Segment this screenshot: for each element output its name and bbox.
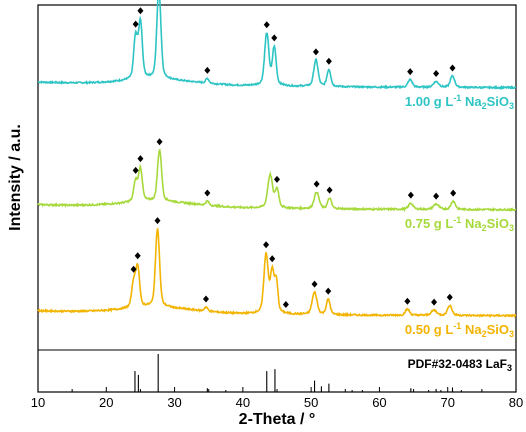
phase-marker-diamond	[271, 34, 278, 42]
x-tick-label: 70	[440, 395, 454, 410]
reference-panel: PDF#32-0483 LaF3	[134, 354, 512, 392]
phase-marker-diamond	[311, 280, 318, 288]
phase-marker-diamond	[137, 155, 144, 163]
x-tick-label: 40	[236, 395, 250, 410]
series-label: 0.75 g L-1 Na2SiO3	[405, 215, 514, 233]
reference-label: PDF#32-0483 LaF3	[408, 357, 512, 373]
phase-marker-diamond	[282, 300, 289, 308]
x-axis-title: 2-Theta / °	[239, 411, 316, 428]
x-tick-label: 50	[304, 395, 318, 410]
phase-marker-diamond	[132, 20, 139, 28]
phase-marker-diamond	[154, 217, 161, 225]
phase-marker-diamond	[326, 186, 333, 194]
marker-layer	[130, 7, 457, 308]
phase-marker-diamond	[156, 138, 163, 146]
phase-marker-diamond	[407, 191, 414, 199]
phase-marker-diamond	[274, 175, 280, 183]
phase-marker-diamond	[263, 241, 270, 249]
y-axis-title: Intensity / a.u.	[7, 124, 24, 231]
phase-marker-diamond	[202, 295, 209, 303]
phase-marker-diamond	[325, 57, 332, 65]
phase-marker-diamond	[134, 252, 141, 260]
phase-marker-diamond	[132, 166, 139, 174]
phase-marker-diamond	[204, 66, 211, 74]
phase-marker-diamond	[433, 192, 440, 200]
x-tick-label: 30	[167, 395, 181, 410]
x-tick-label: 20	[99, 395, 113, 410]
phase-marker-diamond	[313, 180, 320, 188]
phase-marker-diamond	[269, 255, 276, 263]
phase-marker-diamond	[449, 64, 456, 72]
phase-marker-diamond	[130, 265, 137, 273]
phase-marker-diamond	[433, 70, 440, 78]
x-tick-label: 10	[31, 395, 45, 410]
x-tick-label: 60	[372, 395, 386, 410]
phase-marker-diamond	[263, 21, 270, 29]
series-line	[37, 148, 517, 213]
phase-marker-diamond	[312, 48, 319, 56]
phase-marker-diamond	[431, 298, 438, 306]
x-tick-label: 80	[509, 395, 523, 410]
series-label: 1.00 g L-1 Na2SiO3	[405, 93, 514, 111]
series-label: 0.50 g L-1 Na2SiO3	[405, 321, 514, 339]
phase-marker-diamond	[450, 189, 457, 197]
series-line	[37, 0, 517, 91]
phase-marker-diamond	[404, 297, 411, 305]
x-axis-ticks: 10 20 30 40 50 60 70 80	[31, 387, 523, 410]
phase-marker-diamond	[137, 7, 144, 15]
series-layer: 1.00 g L-1 Na2SiO3 0.75 g L-1 Na2SiO3 0.50…	[37, 0, 517, 339]
phase-marker-diamond	[204, 189, 211, 197]
phase-marker-diamond	[325, 287, 332, 295]
phase-marker-diamond	[446, 293, 453, 301]
phase-marker-diamond	[407, 68, 414, 76]
series-line	[37, 228, 517, 319]
